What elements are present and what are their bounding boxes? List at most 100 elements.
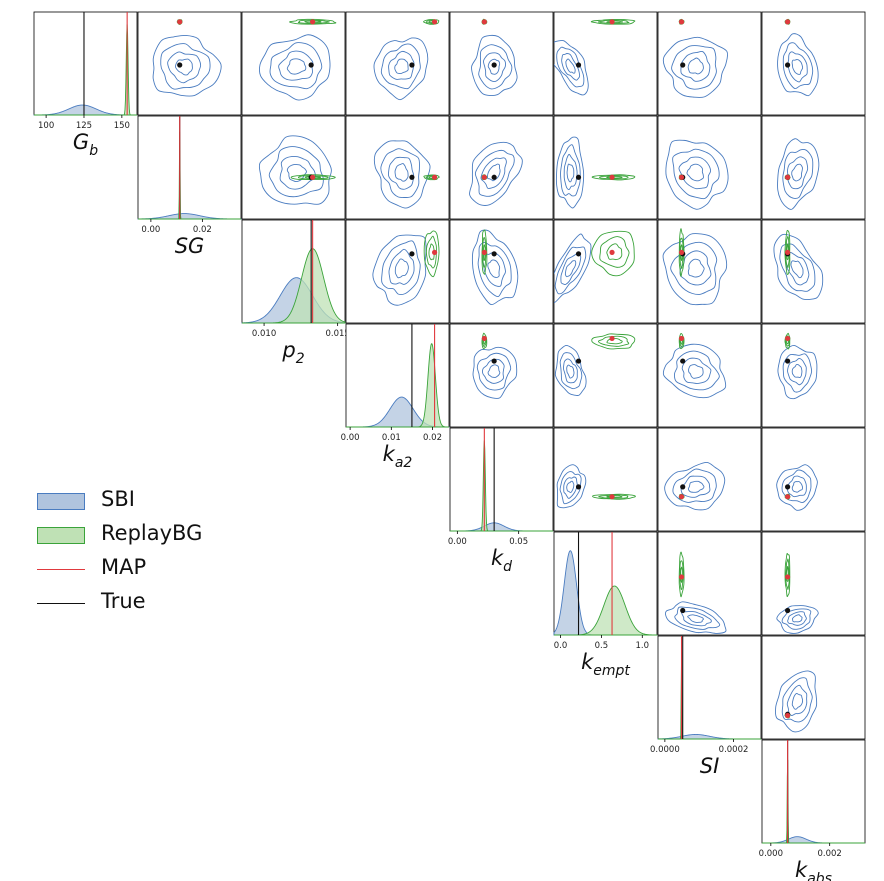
sbi-contour — [680, 475, 711, 498]
diag-panel-Gb: 100 125 150 Gb — [33, 11, 138, 159]
sbi-contour — [681, 610, 712, 627]
true-point — [308, 62, 314, 68]
panel-frame — [345, 115, 450, 220]
true-point — [785, 607, 791, 614]
true-point — [491, 174, 497, 180]
sbi-contour — [259, 34, 331, 101]
panel-frame — [761, 323, 866, 428]
map-point — [678, 335, 685, 342]
replaybg-contour — [290, 174, 336, 180]
x-tick-label: 0.01 — [382, 433, 401, 443]
sbi-contour — [160, 43, 211, 90]
panel-frame — [241, 11, 346, 116]
contour-panel-SG-p2 — [241, 115, 346, 220]
sbi-contour — [565, 58, 576, 74]
x-tick-label: 0.00 — [341, 433, 360, 443]
panel-frame — [761, 635, 866, 740]
sbi-contour — [687, 57, 704, 75]
replaybg-contour — [598, 175, 629, 180]
sbi-contour — [559, 352, 583, 390]
map-point — [785, 494, 791, 500]
axis-label-kd: kd — [491, 546, 512, 575]
sbi-contour — [373, 37, 429, 101]
replaybg-contour — [304, 20, 322, 24]
sbi-contour — [286, 58, 307, 75]
sbi-contour — [791, 364, 803, 379]
sbi-contour — [681, 357, 712, 384]
map-point — [785, 174, 791, 180]
x-tick-label: 125 — [76, 121, 92, 131]
x-tick-label: 0.5 — [595, 641, 609, 651]
sbi-contour — [554, 39, 589, 96]
map-point — [785, 249, 791, 255]
sbi-contour — [672, 148, 720, 200]
panel-frame — [761, 115, 866, 220]
x-tick-label: 0.002 — [818, 849, 842, 859]
sbi-contour — [258, 135, 332, 205]
replaybg-contour — [606, 243, 623, 261]
sbi-contour — [672, 468, 717, 503]
sbi-contour — [775, 670, 818, 733]
replaybg-density-kd — [450, 440, 553, 532]
sbi-contour — [674, 350, 720, 391]
map-point — [481, 249, 487, 255]
sbi-contour — [791, 481, 803, 493]
sbi-contour — [662, 343, 727, 399]
replaybg-contour — [606, 338, 623, 345]
replaybg-contour — [678, 551, 685, 598]
map-point — [785, 335, 791, 342]
sbi-contour — [555, 136, 585, 209]
replaybg-contour — [425, 235, 437, 269]
true-point — [680, 484, 686, 490]
replaybg-contour — [592, 493, 636, 500]
contour-panel-SG-ka2 — [345, 115, 450, 220]
contour-panel-kd-SI — [657, 427, 762, 532]
panel-frame — [553, 219, 658, 324]
sbi-contour — [786, 475, 807, 498]
sbi-contour — [671, 45, 717, 90]
map-point — [431, 19, 438, 25]
true-point — [680, 607, 686, 614]
replaybg-contour — [297, 175, 329, 180]
replaybg-density-ka2 — [346, 343, 449, 428]
sbi-contour — [791, 614, 803, 623]
map-point — [609, 19, 615, 25]
panel-frame — [761, 427, 866, 532]
true-point — [785, 358, 791, 364]
true-point — [575, 174, 582, 180]
sbi-contour — [278, 50, 314, 81]
map-point — [785, 19, 791, 25]
panel-frame — [553, 323, 658, 428]
sbi-contour — [790, 260, 804, 279]
sbi-contour — [566, 364, 575, 379]
sbi-contour — [477, 241, 512, 298]
sbi-contour — [560, 144, 581, 197]
panel-frame — [553, 427, 658, 532]
sbi-contour — [286, 164, 307, 183]
true-point — [680, 358, 686, 364]
true-point — [575, 484, 582, 490]
sbi-contour — [471, 229, 519, 306]
panel-frame — [449, 427, 554, 532]
sbi-contour — [483, 52, 506, 82]
panel-frame — [761, 531, 866, 636]
sbi-contour — [373, 140, 431, 209]
sbi-contour — [662, 233, 728, 306]
panel-frame — [761, 11, 866, 116]
sbi-contour — [559, 471, 582, 505]
sbi-contour — [566, 480, 575, 493]
axis-label-kempt: kempt — [581, 650, 630, 679]
sbi-contour — [480, 157, 507, 189]
replaybg-contour — [428, 243, 435, 261]
sbi-contour — [394, 163, 409, 182]
sbi-contour — [152, 34, 222, 97]
sbi-contour — [670, 241, 718, 295]
replaybg-contour — [599, 236, 630, 268]
sbi-contour — [268, 146, 324, 198]
diag-panel-kempt: 0.0 0.5 1.0 kempt — [553, 531, 658, 679]
replaybg-contour — [606, 20, 624, 24]
map-point — [678, 494, 685, 500]
